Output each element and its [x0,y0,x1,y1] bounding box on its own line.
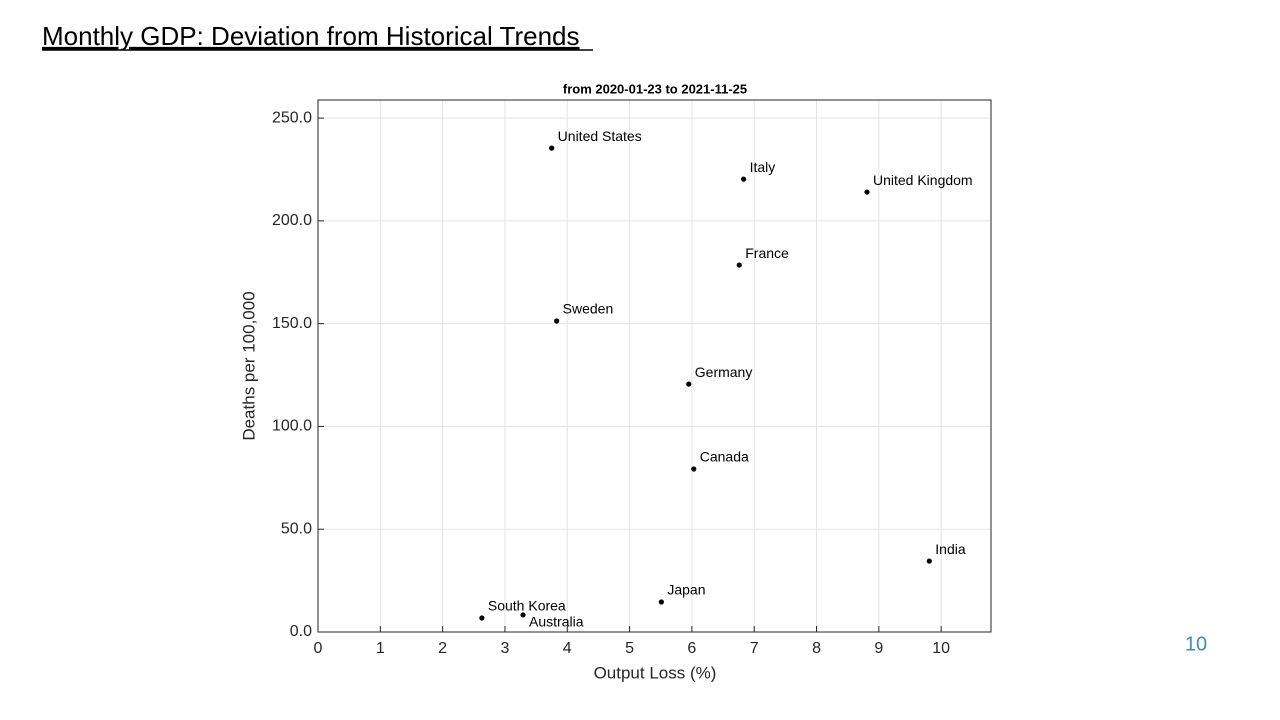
x-tick-label: 2 [438,640,447,657]
y-tick-label: 0.0 [290,623,312,640]
point [658,599,664,605]
point [520,612,526,618]
y-tick-label: 250.0 [272,109,312,126]
point-label: Canada [700,449,749,465]
plot-frame [317,99,992,633]
y-tick-label: 50.0 [281,520,312,537]
x-tick-label: 5 [625,640,634,657]
y-tick-label: 150.0 [272,315,312,332]
x-tick-label: 8 [812,640,821,657]
point-label: Italy [750,159,776,175]
point [549,145,555,151]
point [686,381,692,387]
x-tick-label: 4 [563,640,572,657]
point-label: France [745,245,789,261]
x-axis-label: Output Loss (%) [594,663,717,682]
point-label: Australia [529,614,584,630]
y-tick-label: 100.0 [272,418,312,435]
point [479,615,485,621]
x-tick-label: 6 [687,640,696,657]
y-tick-label: 200.0 [272,212,312,229]
chart-title: from 2020-01-23 to 2021-11-25 [563,81,747,96]
point-label: United Kingdom [873,172,973,188]
y-axis-label: Deaths per 100,000 [239,291,258,440]
point [864,189,870,195]
x-tick-label: 1 [376,640,385,657]
point [691,466,697,472]
point-label: India [935,541,966,557]
point [736,262,742,268]
point-label: South Korea [488,598,566,614]
point [741,176,747,182]
point-label: Germany [695,364,753,380]
x-tick-label: 9 [874,640,883,657]
point-label: Japan [667,582,705,598]
page-number: 10 [1185,633,1207,655]
point-label: Sweden [563,301,614,317]
point-label: United States [558,128,642,144]
x-tick-label: 0 [314,640,323,657]
x-tick-label: 10 [932,640,950,657]
x-tick-label: 3 [500,640,509,657]
point [926,558,932,564]
point [554,318,560,324]
x-tick-label: 7 [750,640,759,657]
slide-title: Monthly GDP: Deviation from Historical T… [42,21,580,51]
